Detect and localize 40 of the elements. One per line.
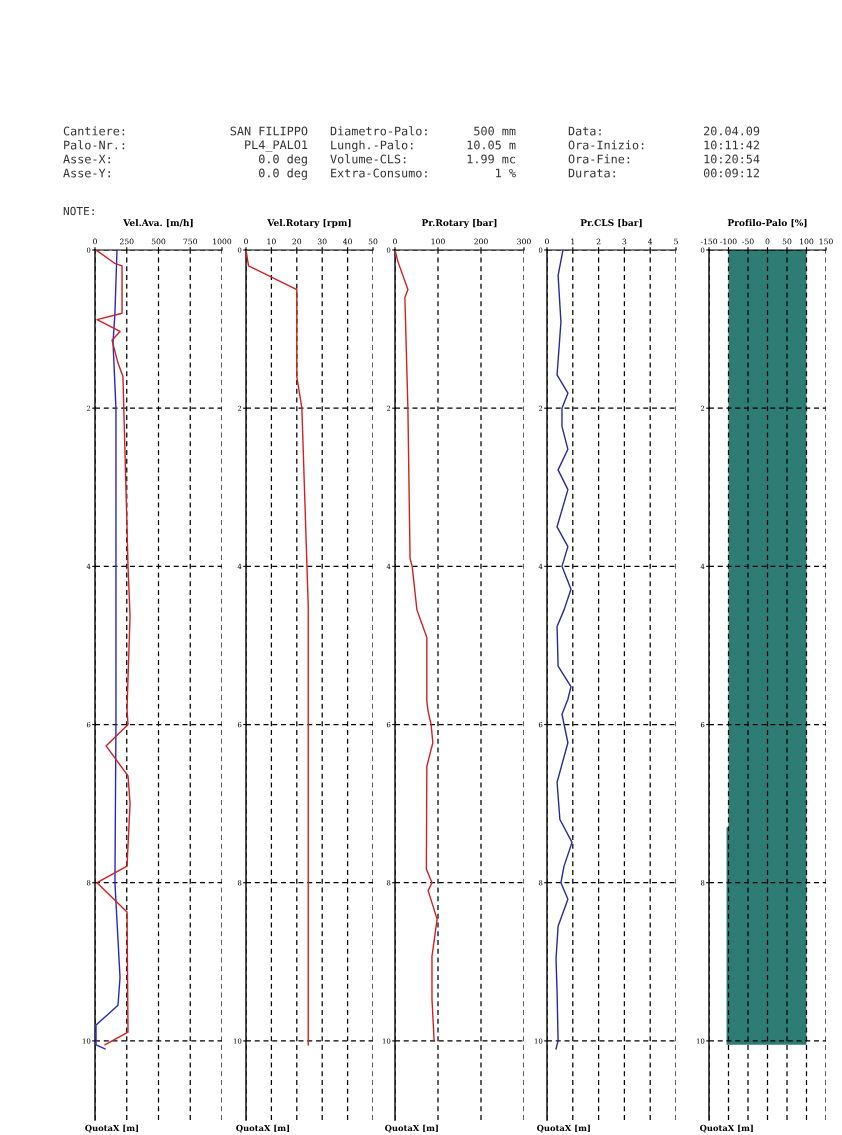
line-series <box>395 250 438 1042</box>
chart-title: Vel.Ava. [m/h] <box>123 219 193 228</box>
chart-title: Pr.Rotary [bar] <box>421 219 497 228</box>
text: Extra-Consumo: <box>331 168 427 178</box>
text: 10:11:42 <box>704 140 759 150</box>
text: SAN FILIPPO <box>230 126 308 136</box>
text: 10:20:54 <box>704 154 760 164</box>
chart-title: Pr.CLS [bar] <box>580 219 642 228</box>
text: 00:09:12 <box>703 168 759 178</box>
text: Durata: <box>568 168 615 178</box>
text: Diametro-Palo: <box>330 126 427 136</box>
chart-title: Profilo-Palo [%] <box>727 219 807 228</box>
text: Data: <box>568 126 601 136</box>
chart-title: Vel.Rotary [rpm] <box>267 219 351 228</box>
text: Ora-Inizio: <box>568 140 644 150</box>
line-series <box>246 250 309 1046</box>
text: Lungh.-Palo: <box>331 140 413 152</box>
y-axis-title: QuotaX [m] <box>236 1124 289 1133</box>
text: Volume-CLS: <box>330 154 406 164</box>
y-axis-title: QuotaX [m] <box>85 1124 138 1133</box>
text: 10.05 m <box>467 140 516 150</box>
text: PL4_PALO1 <box>245 140 308 152</box>
text: 0.0 deg <box>259 154 307 166</box>
text: Ora-Fine: <box>568 154 630 164</box>
text: 1.99 mc <box>467 154 516 164</box>
text: 0.0 deg <box>259 168 307 180</box>
text: Asse-X: <box>63 154 110 164</box>
line-series <box>555 250 573 1050</box>
text: Cantiere: <box>63 126 125 136</box>
text: 500 mm <box>474 126 516 136</box>
text: Asse-Y: <box>63 168 110 178</box>
text: NOTE: <box>63 206 94 216</box>
y-axis-title: QuotaX [m] <box>537 1124 590 1133</box>
line-series <box>95 250 131 1046</box>
y-axis-title: QuotaX [m] <box>699 1124 753 1133</box>
line-series <box>95 250 121 1050</box>
text: 1 % <box>496 168 516 178</box>
text: 20.04.09 <box>704 126 760 136</box>
text: Palo-Nr.: <box>64 140 125 150</box>
y-axis-title: QuotaX [m] <box>385 1124 438 1133</box>
